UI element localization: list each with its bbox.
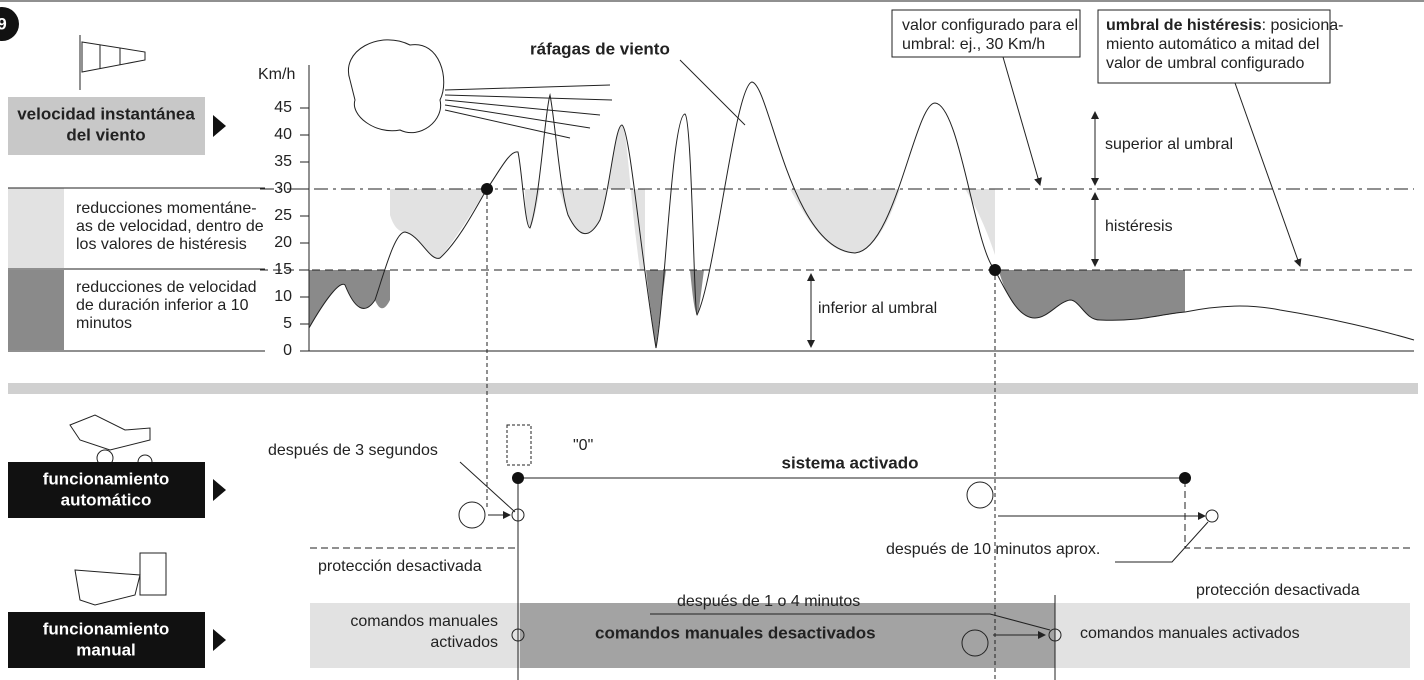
legend-text: reducciones momentáne- [76,200,257,217]
y-tick-label: 30 [274,180,292,197]
automatic-label: funcionamiento [43,469,170,488]
automatic-label-box [8,462,205,518]
y-tick-label: 15 [274,261,292,278]
hysteresis-note-bold: umbral de histéresis [1106,17,1262,34]
legend-text: de duración inferior a 10 [76,297,249,314]
hysteresis-note: valor de umbral configurado [1106,55,1304,72]
wind-label-box [8,97,205,155]
y-tick-label: 20 [274,234,292,251]
y-tick-label: 5 [283,315,292,332]
legend-text: minutos [76,315,132,332]
manual-enabled-left: comandos manuales [350,613,498,630]
hysteresis-note-text: : posiciona- [1262,17,1344,34]
unit: Km/h [258,66,295,83]
system-active: sistema activado [781,453,918,472]
legend-text: as de velocidad, dentro de [76,218,264,235]
manual-label: funcionamiento [43,619,170,638]
manual-label-box [8,612,205,668]
wind-label: del viento [66,125,145,144]
manual-enabled-right: comandos manuales activados [1080,625,1300,642]
hysteresis-fill [390,125,995,270]
zero-label: "0" [573,437,593,454]
y-tick-label: 35 [274,153,292,170]
threshold-note-box [891,9,1081,58]
short-reduction-fill [309,270,1185,348]
y-tick-label: 40 [274,126,292,143]
gusts-label: ráfagas de viento [530,39,670,58]
windsock-icon [79,35,146,90]
legend-swatch-light [8,188,64,268]
after-3s: después de 3 segundos [268,442,438,459]
legend-swatch-dark [8,270,64,350]
hysteresis-label: histéresis [1105,218,1173,235]
legend-text: los valores de histéresis [76,236,247,253]
y-tick-label: 0 [283,342,292,359]
manual-label: manual [76,640,136,659]
hysteresis-note: miento automático a mitad del [1106,36,1319,53]
legend-text: reducciones de velocidad [76,279,257,296]
hand-icon [74,552,167,606]
protection-off-right: protección desactivada [1196,582,1360,599]
hysteresis-note-box [1097,9,1331,84]
y-tick-label: 10 [274,288,292,305]
wind-label: velocidad instantánea [17,104,195,123]
separator [8,383,1418,394]
after-1-4: después de 1 o 4 minutos [677,593,860,610]
after-10min: después de 10 minutos aprox. [886,541,1100,558]
protection-off-left: protección desactivada [318,558,482,575]
manual-enabled-left: activados [430,634,498,651]
badge-text: 9 [0,14,7,33]
threshold-note: valor configurado para el [902,17,1078,34]
manual-disabled: comandos manuales desactivados [595,623,876,642]
hysteresis-note: umbral de histéresis: posiciona- [1106,17,1343,34]
automatic-label: automático [61,490,152,509]
y-tick-label: 45 [274,99,292,116]
above-label: superior al umbral [1105,136,1233,153]
y-tick-label: 25 [274,207,292,224]
threshold-note: umbral: ej., 30 Km/h [902,36,1045,53]
anemometer-icon [69,414,153,470]
below-label: inferior al umbral [818,300,937,317]
wind-face-icon [347,39,613,139]
badge [0,7,19,41]
